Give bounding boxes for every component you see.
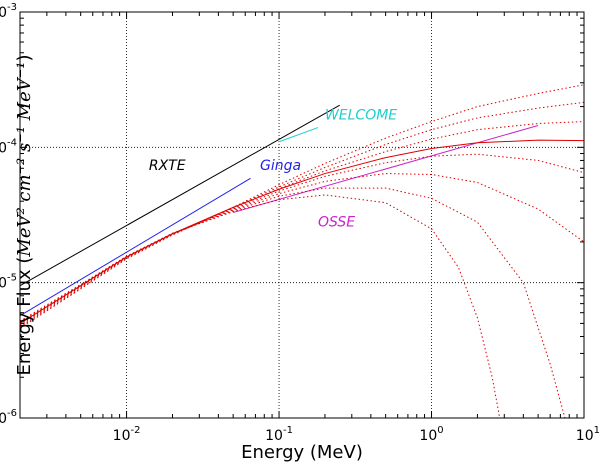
model-curve-dotted: [20, 84, 584, 329]
y-axis-title: Energy Flux (MeV² cm⁻² s⁻¹ MeV⁻¹): [14, 54, 35, 375]
annotations: RXTE Ginga WELCOME OSSE: [149, 108, 397, 231]
x-axis-title: Energy (MeV): [241, 442, 363, 463]
plot-area: [20, 84, 584, 418]
annotation-osse: OSSE: [318, 215, 355, 231]
axis-ticks: 10-2 10-1 100 101 10-6 10-5 10-4 10-3: [0, 2, 600, 444]
plot-frame: [19, 11, 585, 419]
annotation-welcome: WELCOME: [325, 108, 397, 124]
grid: [20, 12, 584, 418]
welcome-line: [278, 127, 319, 143]
osse-line: [233, 125, 539, 213]
y-axis-title-prefix: Energy Flux (: [14, 257, 35, 376]
x-tick-label: 100: [419, 425, 443, 444]
model-curve-dotted: [20, 173, 584, 324]
rxte-line: [20, 104, 340, 287]
x-tick-label: 101: [576, 425, 600, 444]
model-curve-dotted: [20, 194, 501, 418]
x-tick-label: 10-1: [265, 425, 293, 444]
y-axis-title-units: MeV² cm⁻² s⁻¹ MeV⁻¹: [14, 62, 35, 258]
y-tick-label: 10-3: [0, 2, 17, 21]
model-curve-dotted: [20, 101, 584, 328]
y-tick-label: 10-5: [0, 273, 17, 292]
annotation-ginga: Ginga: [260, 158, 301, 174]
y-tick-label: 10-4: [0, 137, 17, 156]
x-tick-label: 10-2: [113, 425, 141, 444]
y-tick-label: 10-6: [0, 408, 17, 427]
y-axis-title-suffix: ): [14, 54, 35, 61]
annotation-rxte: RXTE: [149, 158, 186, 174]
ginga-line: [20, 177, 251, 317]
